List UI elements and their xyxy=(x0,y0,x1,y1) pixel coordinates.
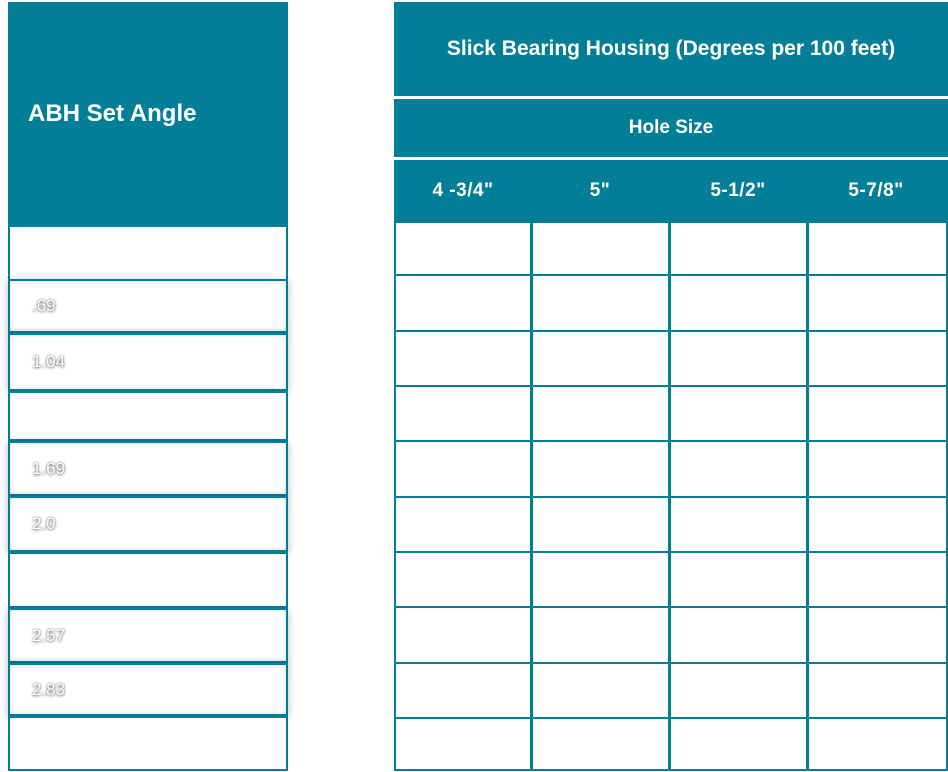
abh-value: 1.04 xyxy=(32,352,66,371)
table-cell xyxy=(669,440,808,498)
table-cell xyxy=(531,496,670,553)
table-cell xyxy=(669,606,808,664)
hole-size-column-header: 5" xyxy=(589,179,611,201)
table-cell xyxy=(669,496,808,553)
table-cell xyxy=(531,662,670,719)
abh-row: 1.04 xyxy=(8,333,288,391)
table-cell xyxy=(669,330,808,387)
table-cell xyxy=(669,551,808,608)
table-cell xyxy=(669,221,808,276)
table-cell xyxy=(394,551,532,608)
table-cell xyxy=(807,606,948,664)
abh-set-angle-header: ABH Set Angle xyxy=(8,2,288,225)
table-cell xyxy=(807,221,948,276)
table-cell xyxy=(394,274,532,332)
table-cell xyxy=(531,330,670,387)
hole-size-column-header: 4 -3/4" xyxy=(432,179,494,201)
abh-value: .69 xyxy=(32,296,56,315)
table-cell xyxy=(531,274,670,332)
table-cell xyxy=(394,606,532,664)
table-cell xyxy=(394,385,532,442)
abh-value: 1.69 xyxy=(32,458,66,478)
table-cell xyxy=(807,662,948,719)
table-cell xyxy=(531,717,670,771)
abh-row: 1.69 xyxy=(8,441,288,496)
abh-row: 2.0 xyxy=(8,496,288,552)
table-cell xyxy=(669,717,808,771)
table-cell xyxy=(807,551,948,608)
abh-value: 2.57 xyxy=(32,625,66,645)
table-cell xyxy=(394,221,532,276)
abh-value: 2.83 xyxy=(32,679,66,699)
table-cell xyxy=(669,662,808,719)
table-cell xyxy=(669,274,808,332)
table-cell xyxy=(394,440,532,498)
table-cell xyxy=(394,330,532,387)
table-cell xyxy=(394,662,532,719)
abh-set-angle-table: ABH Set Angle .69 1.04 1.69 2.0 2.57 2.83 xyxy=(8,2,288,771)
table-cell xyxy=(531,221,670,276)
abh-row: 2.83 xyxy=(8,663,288,716)
abh-row xyxy=(8,552,288,608)
abh-row: .69 xyxy=(8,279,288,333)
table-cell xyxy=(807,385,948,442)
table-cell xyxy=(807,496,948,553)
hole-size-column-header: 5-1/2" xyxy=(710,179,766,201)
hole-size-header: Hole Size xyxy=(394,99,948,157)
table-cell xyxy=(807,274,948,332)
table-cell xyxy=(394,496,532,553)
table-cell xyxy=(394,717,532,771)
table-title: Slick Bearing Housing (Degrees per 100 f… xyxy=(394,2,948,96)
abh-row xyxy=(8,391,288,441)
table-cell xyxy=(807,330,948,387)
column-header-row: 4 -3/4" 5" 5-1/2" 5-7/8" xyxy=(394,160,948,221)
abh-row xyxy=(8,716,288,771)
table-cell xyxy=(531,606,670,664)
table-cell xyxy=(669,385,808,442)
hole-size-column-header: 5-7/8" xyxy=(848,179,904,201)
table-cell xyxy=(807,717,948,771)
table-cell xyxy=(531,551,670,608)
table-cell xyxy=(531,385,670,442)
abh-row: 2.57 xyxy=(8,608,288,663)
table-cell xyxy=(531,440,670,498)
abh-row xyxy=(8,225,288,281)
slick-bearing-housing-table: Slick Bearing Housing (Degrees per 100 f… xyxy=(394,2,948,771)
table-cell xyxy=(807,440,948,498)
abh-value: 2.0 xyxy=(32,514,56,533)
